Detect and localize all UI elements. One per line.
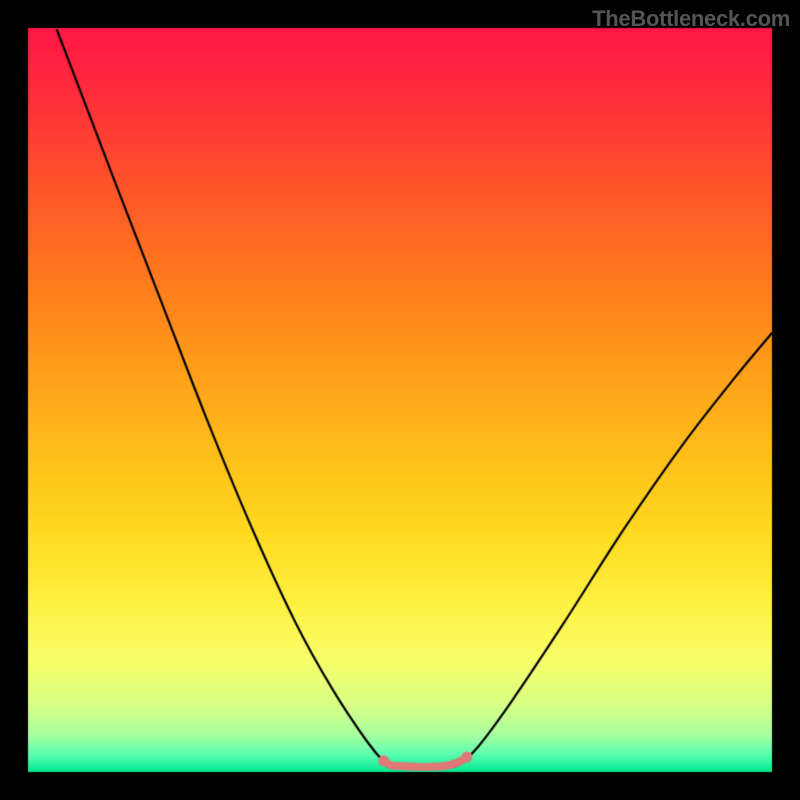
bottleneck-gradient-chart [0, 0, 800, 800]
watermark-label: TheBottleneck.com [592, 6, 790, 32]
